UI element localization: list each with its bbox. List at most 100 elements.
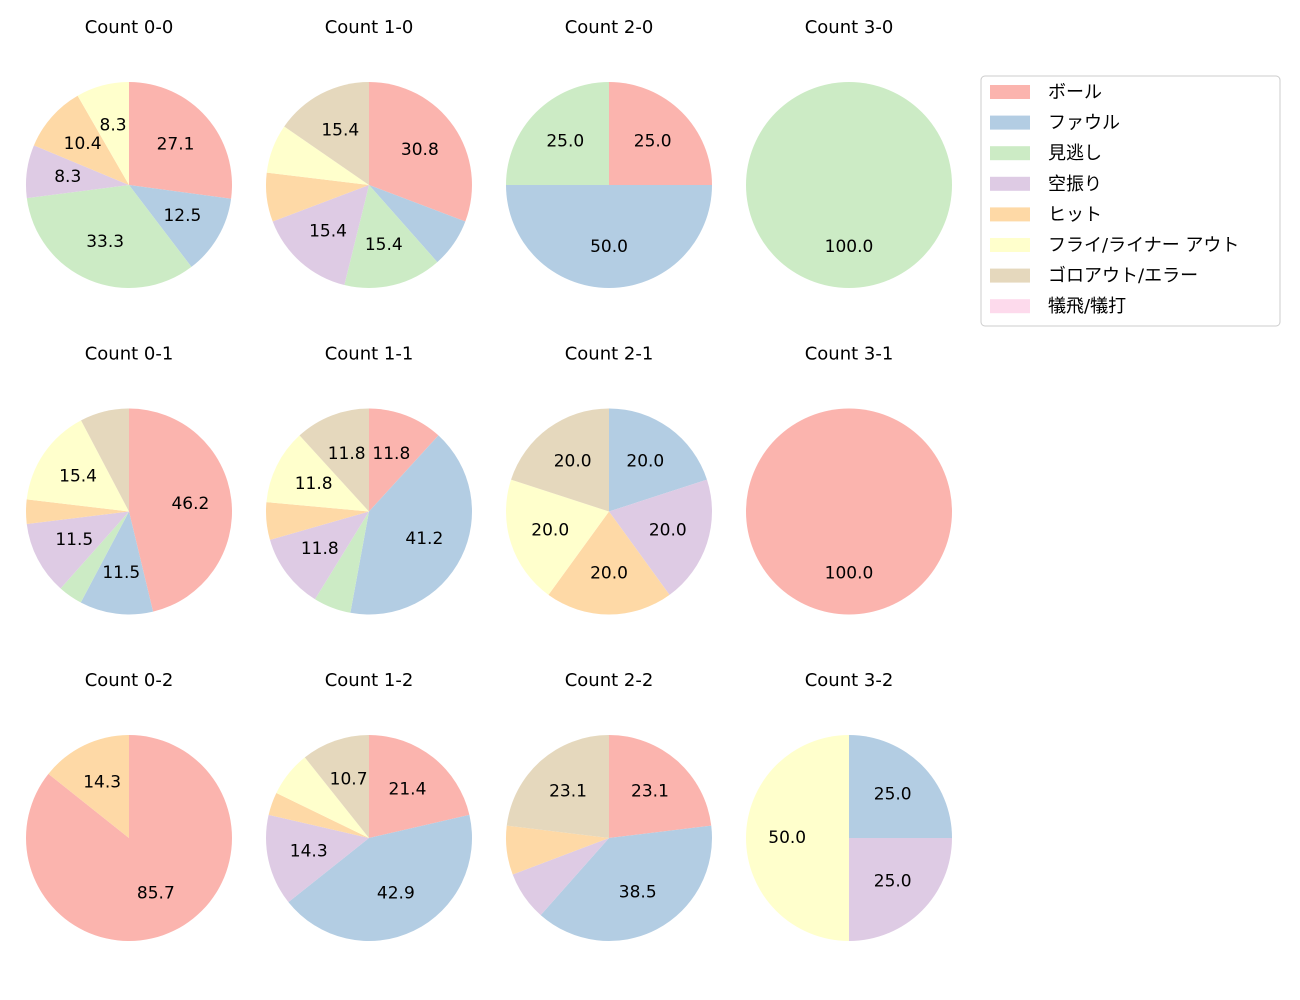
chart-title: Count 2-2 <box>565 670 654 691</box>
slice-label: 11.8 <box>295 474 333 494</box>
chart-title: Count 2-1 <box>565 344 654 365</box>
slice-label: 20.0 <box>531 521 569 541</box>
pie-slice <box>77 82 129 185</box>
slice-label: 15.4 <box>309 221 347 241</box>
pie-slice <box>284 82 369 185</box>
slice-label: 11.5 <box>102 563 140 583</box>
pie-slice <box>369 408 439 512</box>
pie-slice <box>746 735 849 941</box>
pie-slice <box>26 511 130 589</box>
legend-swatch <box>990 268 1030 283</box>
slice-label: 46.2 <box>171 494 209 514</box>
slice-label: 25.0 <box>874 872 912 892</box>
slice-label: 8.3 <box>100 115 127 135</box>
pie-slice <box>299 408 369 512</box>
slice-label: 10.7 <box>330 770 368 790</box>
pie-slice <box>369 735 470 838</box>
chart-title: Count 3-2 <box>805 670 894 691</box>
pie-slice <box>344 185 438 288</box>
chart-title: Count 0-0 <box>85 17 174 38</box>
pie-slice <box>315 511 369 613</box>
pie-slice <box>266 435 369 512</box>
legend-label: ヒット <box>1048 204 1102 225</box>
pie-slice <box>33 95 130 185</box>
slice-label: 15.4 <box>365 235 403 255</box>
pie-slice <box>266 502 369 540</box>
pie-slice <box>548 511 670 615</box>
legend-swatch <box>990 85 1030 99</box>
pie-slice <box>506 82 609 185</box>
pie-slice <box>609 735 712 838</box>
pie-slice <box>505 825 609 875</box>
slice-label: 42.9 <box>377 884 415 904</box>
pie-slice <box>80 511 154 615</box>
slice-label: 10.4 <box>64 134 102 154</box>
legend-swatch <box>990 146 1030 161</box>
slice-label: 20.0 <box>649 521 687 541</box>
chart-title: Count 0-2 <box>85 670 174 691</box>
slice-label: 85.7 <box>137 884 175 904</box>
slice-label: 30.8 <box>401 140 439 160</box>
legend-label: 空振り <box>1048 174 1102 195</box>
chart-title: Count 0-1 <box>85 344 174 365</box>
pie-slice <box>506 735 609 838</box>
legend-swatch <box>990 176 1030 191</box>
legend-swatch <box>990 238 1030 252</box>
slice-label: 11.8 <box>328 444 366 464</box>
slice-label: 11.5 <box>55 530 93 550</box>
legend-swatch <box>990 299 1030 314</box>
slice-label: 20.0 <box>626 452 664 472</box>
pie-slice <box>48 735 130 838</box>
slice-label: 25.0 <box>546 131 584 151</box>
pie-slice <box>746 408 952 615</box>
pie-slice <box>265 172 369 222</box>
slice-label: 50.0 <box>768 828 806 848</box>
pie-slice <box>746 82 952 288</box>
slice-label: 25.0 <box>634 131 672 151</box>
legend-label: 犠飛/犠打 <box>1048 296 1126 317</box>
pie-slice <box>129 82 232 199</box>
pie-slice <box>26 145 130 199</box>
pie-slice <box>540 825 712 941</box>
legend-box <box>980 75 1281 327</box>
pie-slice <box>276 757 369 838</box>
slice-label: 14.3 <box>290 842 328 862</box>
slice-label: 15.4 <box>321 120 359 140</box>
pie-slice <box>81 408 129 512</box>
slice-label: 21.4 <box>389 780 427 800</box>
pie-slice <box>129 185 232 267</box>
pie-slice <box>304 735 369 838</box>
slice-label: 23.1 <box>549 782 587 802</box>
slice-label: 15.4 <box>59 466 97 486</box>
slice-label: 100.0 <box>825 237 874 257</box>
legend-label: ゴロアウト/エラー <box>1048 266 1198 287</box>
slice-label: 27.1 <box>157 134 195 154</box>
chart-title: Count 2-0 <box>565 17 654 38</box>
pie-slice <box>266 126 369 185</box>
pie-slice <box>268 792 369 838</box>
pie-slice <box>849 735 952 838</box>
slice-label: 8.3 <box>54 167 81 187</box>
pie-slice <box>26 185 192 288</box>
pie-slice <box>609 408 707 512</box>
slice-label: 25.0 <box>874 784 912 804</box>
slice-label: 100.0 <box>825 563 874 583</box>
pie-slice <box>506 185 712 288</box>
chart-title: Count 3-1 <box>805 344 894 365</box>
legend-label: ボール <box>1048 82 1102 103</box>
pie-slice <box>512 838 609 916</box>
legend-label: ファウル <box>1048 113 1120 134</box>
slice-label: 50.0 <box>590 237 628 257</box>
pie-slice <box>350 435 473 615</box>
legend-label: フライ/ライナー アウト <box>1048 235 1239 256</box>
slice-label: 12.5 <box>163 206 201 226</box>
pie-slice <box>288 814 472 941</box>
slice-label: 11.8 <box>301 539 339 559</box>
pie-slice <box>369 82 472 222</box>
pie-slice <box>60 511 129 603</box>
pie-slice <box>506 479 609 595</box>
chart-title: Count 1-0 <box>325 17 414 38</box>
pie-slice <box>25 735 232 941</box>
chart-title: Count 1-1 <box>325 344 414 365</box>
